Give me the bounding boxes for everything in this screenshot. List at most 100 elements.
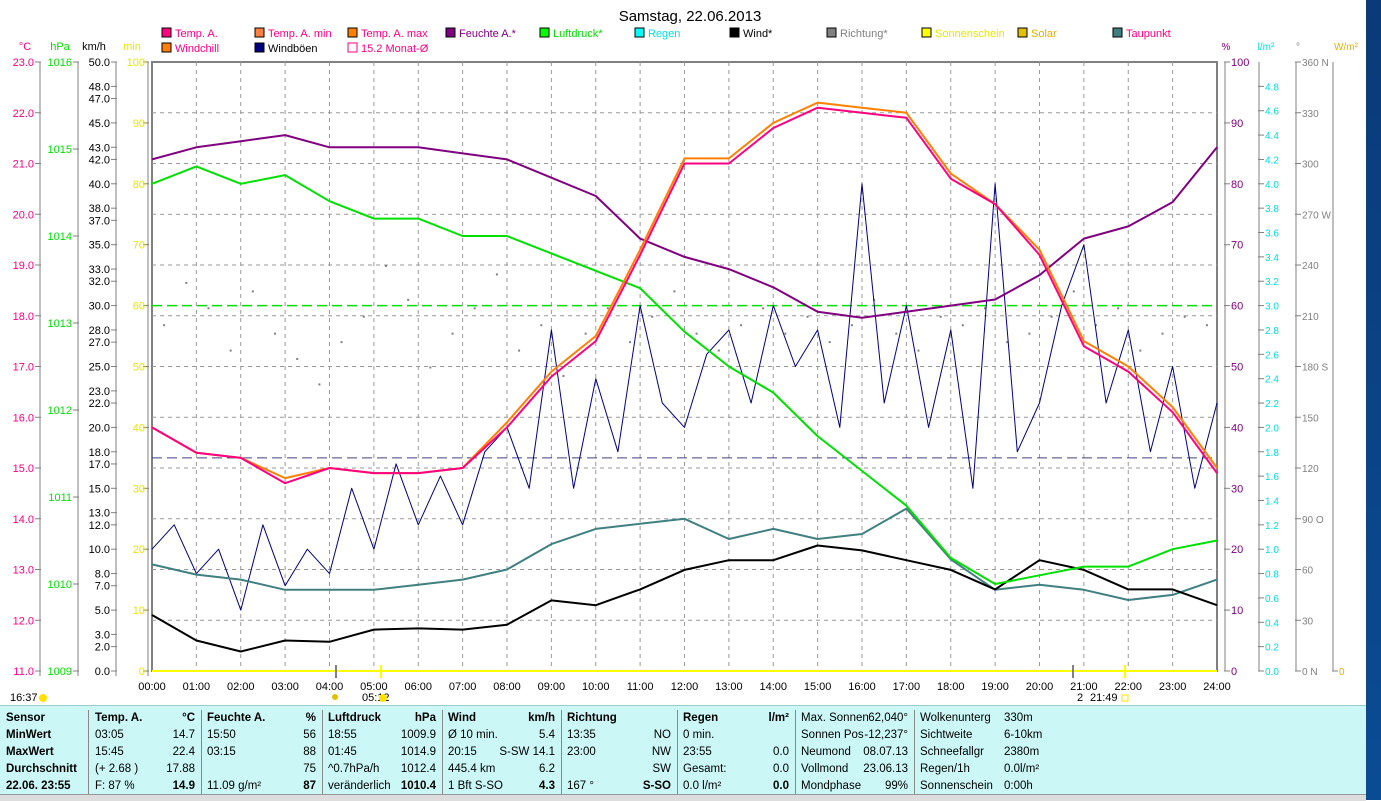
legend-swatch bbox=[161, 27, 172, 38]
wind-tick-label: 8.0 bbox=[95, 569, 110, 581]
direction-point bbox=[495, 273, 498, 276]
direction-point bbox=[429, 366, 432, 369]
sun-tick-label: 20 bbox=[133, 544, 145, 556]
humidity-tick-label: 90 bbox=[1231, 118, 1243, 130]
column-header: Wind bbox=[448, 712, 476, 724]
temp-tick-label: 14.0 bbox=[13, 514, 34, 526]
sun-tick-label: 50 bbox=[133, 362, 145, 374]
cell-value: 0.0 bbox=[773, 746, 789, 758]
wind-tick-label: 43.0 bbox=[89, 142, 110, 154]
rain-tick-label: 1.8 bbox=[1265, 448, 1279, 459]
wind-tick-label: 28.0 bbox=[89, 325, 110, 337]
direction-point bbox=[673, 290, 676, 293]
x-tick-label: 05:00 bbox=[360, 681, 388, 693]
direction-point bbox=[384, 265, 387, 267]
legend-label: Solar bbox=[1031, 28, 1057, 40]
x-tick-label: 14:00 bbox=[759, 681, 787, 693]
cell-label: 18:55 bbox=[328, 729, 357, 741]
direction-tick-label: 240 bbox=[1302, 261, 1319, 272]
legend-swatch bbox=[445, 27, 456, 38]
rain-tick-label: 1.6 bbox=[1265, 472, 1279, 483]
legend-label: Windböen bbox=[268, 43, 318, 55]
column-header: Regen bbox=[683, 712, 719, 724]
rain-tick-label: 2.6 bbox=[1265, 350, 1279, 361]
legend-label: Taupunkt bbox=[1126, 28, 1171, 40]
humidity-tick-label: 80 bbox=[1231, 179, 1243, 191]
direction-point bbox=[185, 281, 188, 284]
table-row: Wolkenunterg 330m bbox=[914, 710, 1054, 727]
series-line-luftdruck- bbox=[151, 165, 1218, 585]
column-unit: km/h bbox=[528, 712, 555, 724]
cell-value: 4.3 bbox=[539, 780, 555, 792]
info-value: 62,040° bbox=[868, 712, 908, 724]
cell-label: 445.4 km bbox=[448, 763, 496, 775]
direction-point bbox=[1183, 315, 1186, 318]
table-row: Max. Sonnen 62,040° bbox=[795, 710, 914, 727]
cell-label: 13:35 bbox=[567, 729, 596, 741]
temp-tick-label: 19.0 bbox=[13, 260, 34, 272]
table-row: Durchschnitt bbox=[0, 761, 88, 778]
cell-label: 15:45 bbox=[95, 746, 124, 758]
rain-tick-label: 4.8 bbox=[1265, 82, 1279, 93]
x-tick-label: 03:00 bbox=[271, 681, 299, 693]
wind-tick-label: 5.0 bbox=[95, 605, 110, 617]
row-label: Durchschnitt bbox=[6, 763, 77, 775]
x-tick-label: 06:00 bbox=[404, 681, 432, 693]
cell-value: 6.2 bbox=[539, 763, 555, 775]
cell-label: Ø 10 min. bbox=[448, 729, 498, 741]
table-row: 23:55 0.0 bbox=[677, 744, 795, 761]
table-row: 18:55 1009.9 bbox=[322, 727, 442, 744]
direction-point bbox=[274, 332, 277, 335]
wind-tick-label: 7.0 bbox=[95, 581, 110, 593]
table-row: 0 min. bbox=[677, 727, 795, 744]
humidity-tick-label: 100 bbox=[1231, 57, 1249, 69]
table-row: MinWert bbox=[0, 727, 88, 744]
temp-tick-label: 21.0 bbox=[13, 159, 34, 171]
cell-label: 20:15 bbox=[448, 746, 477, 758]
wind-tick-label: 40.0 bbox=[89, 179, 110, 191]
table-row: 15:45 22.4 bbox=[89, 744, 201, 761]
direction-tick-label: 120 bbox=[1302, 464, 1319, 475]
moon-icon bbox=[332, 694, 338, 700]
info-label: Vollmond bbox=[801, 763, 849, 775]
moon-label: 2 bbox=[1077, 692, 1083, 704]
x-tick-label: 23:00 bbox=[1159, 681, 1187, 693]
table-row: 445.4 km 6.2 bbox=[442, 761, 561, 778]
rain-tick-label: 0.4 bbox=[1265, 618, 1279, 629]
sun-axis-unit: min bbox=[123, 41, 141, 53]
direction-point bbox=[828, 341, 831, 344]
info-label: Neumond bbox=[801, 746, 851, 758]
cell-value: 14.7 bbox=[172, 729, 195, 741]
direction-point bbox=[518, 349, 521, 352]
table-row: 1 Bft S-SO 4.3 bbox=[442, 778, 561, 795]
wind-tick-label: 3.0 bbox=[95, 629, 110, 641]
cell-label: 15:50 bbox=[207, 729, 236, 741]
pressure-tick-label: 1010 bbox=[48, 579, 72, 591]
cell-label: 1 Bft S-SO bbox=[448, 780, 503, 792]
legend-swatch bbox=[826, 27, 837, 38]
rain-axis-unit: l/m² bbox=[1258, 42, 1275, 53]
cell-value: S-SW 14.1 bbox=[499, 746, 555, 758]
cell-value: 1009.9 bbox=[400, 729, 436, 741]
direction-tick-label: 60 bbox=[1302, 566, 1314, 577]
wind-tick-label: 17.0 bbox=[89, 459, 110, 471]
cell-value: 5.4 bbox=[539, 729, 555, 741]
info-value: 2380m bbox=[1004, 746, 1040, 758]
x-tick-label: 18:00 bbox=[937, 681, 965, 693]
legend-swatch bbox=[634, 27, 645, 38]
legend-swatch bbox=[347, 27, 358, 38]
rain-tick-label: 2.0 bbox=[1265, 423, 1279, 434]
wind-column: Wind km/h Ø 10 min. 5.4 20:15 S-SW 14.1 445.4 … bbox=[442, 710, 562, 794]
cell-label: 23:55 bbox=[683, 746, 712, 758]
pressure-tick-label: 1014 bbox=[48, 231, 72, 243]
sun-tick-label: 40 bbox=[133, 422, 145, 434]
direction-point bbox=[318, 383, 321, 386]
direction-point bbox=[806, 315, 809, 318]
astro-column: Max. Sonnen 62,040° Sonnen Pos -12,237° Neum… bbox=[795, 710, 915, 794]
table-row: Sensor bbox=[0, 710, 88, 727]
info-label: Sonnenschein bbox=[920, 780, 993, 792]
direction-point bbox=[651, 315, 654, 318]
direction-point bbox=[296, 358, 299, 361]
cell-label: 03:05 bbox=[95, 729, 124, 741]
table-row: 0.0 l/m² 0.0 bbox=[677, 778, 795, 795]
